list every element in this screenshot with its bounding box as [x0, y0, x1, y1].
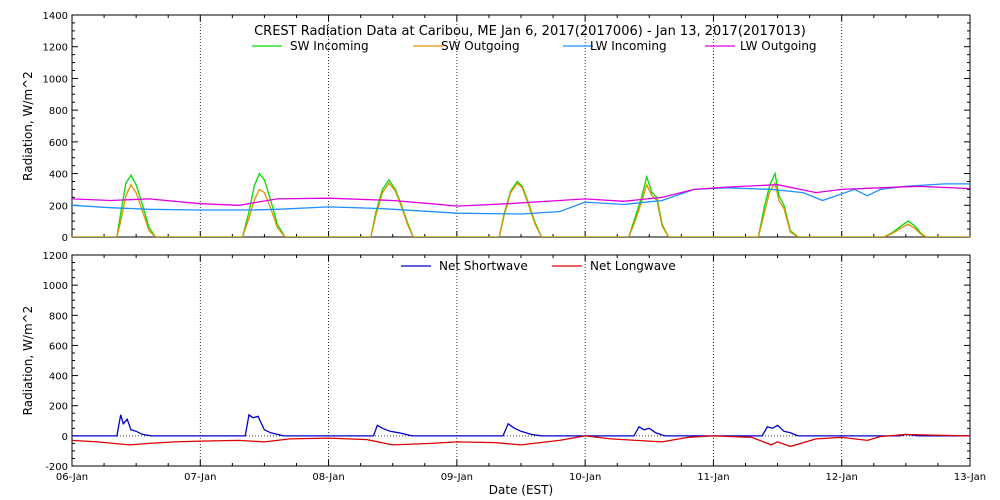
- y-tick-label: 400: [49, 170, 68, 181]
- y-tick-label: 1000: [43, 74, 68, 85]
- y-tick-label: 200: [49, 201, 68, 212]
- x-tick-label: 12-Jan: [826, 472, 858, 483]
- y-tick-label: 600: [49, 341, 68, 352]
- y-tick-label: 600: [49, 138, 68, 149]
- x-axis-title: Date (EST): [489, 483, 553, 497]
- series-line-sw-incoming: [72, 171, 970, 237]
- legend-label: Net Shortwave: [439, 259, 528, 273]
- series-line-net-longwave: [72, 433, 970, 448]
- top-panel: 0 200 400 600 800 1000 1200 1400 Radiation, W/m^…: [21, 11, 971, 244]
- y-tick-label: 1000: [43, 281, 68, 292]
- bottom-panel: -200 0 200 400 600 800 1000 1200 06-Jan 07-Jan 08-…: [21, 251, 986, 497]
- y-tick-label: 800: [49, 106, 68, 117]
- x-tick-label: 09-Jan: [441, 472, 473, 483]
- legend-label: SW Incoming: [290, 39, 369, 53]
- y-tick-label: 1400: [43, 11, 68, 22]
- x-tick-label: 08-Jan: [312, 472, 344, 483]
- legend-label: SW Outgoing: [441, 39, 520, 53]
- plot-frame: [71, 254, 971, 467]
- y-tick-label: 0: [62, 233, 68, 244]
- x-tick-label: 06-Jan: [56, 472, 88, 483]
- y-tick-label: 200: [49, 402, 68, 413]
- series-line-net-shortwave: [72, 413, 970, 437]
- y-tick-label: 800: [49, 311, 68, 322]
- y-axis-title: Radiation, W/m^2: [21, 306, 35, 416]
- y-tick-label: 400: [49, 372, 68, 383]
- x-tick-label: 07-Jan: [184, 472, 216, 483]
- x-tick-label: 11-Jan: [697, 472, 729, 483]
- series-line-sw-outgoing: [72, 181, 970, 237]
- chart-title: CREST Radiation Data at Caribou, ME Jan …: [254, 24, 806, 39]
- y-tick-label: 1200: [43, 251, 68, 262]
- series-line-lw-outgoing: [72, 184, 970, 207]
- y-tick-label: -200: [45, 462, 68, 473]
- legend-label: LW Incoming: [590, 39, 667, 53]
- y-axis-title: Radiation, W/m^2: [21, 71, 35, 181]
- x-tick-label: 10-Jan: [569, 472, 601, 483]
- y-tick-label: 0: [62, 432, 68, 443]
- legend-label: Net Longwave: [590, 259, 676, 273]
- y-tick-label: 1200: [43, 43, 68, 54]
- legend-label: LW Outgoing: [740, 39, 817, 53]
- series-line-lw-incoming: [72, 183, 970, 215]
- x-tick-label: 13-Jan: [954, 472, 986, 483]
